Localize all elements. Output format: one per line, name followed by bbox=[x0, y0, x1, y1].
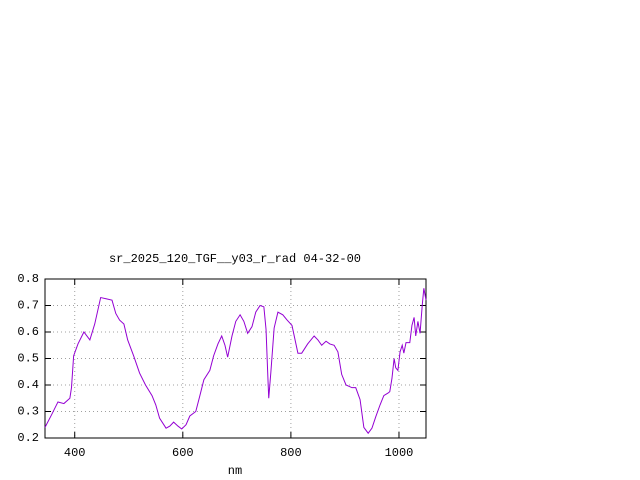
x-tick-label: 800 bbox=[280, 446, 302, 460]
y-tick-label: 0.5 bbox=[17, 352, 39, 366]
plot-frame bbox=[44, 278, 427, 439]
y-tick-label: 0.8 bbox=[17, 272, 39, 286]
x-tick-label: 400 bbox=[64, 446, 86, 460]
data-line bbox=[44, 288, 427, 435]
y-tick-label: 0.2 bbox=[17, 431, 39, 445]
x-axis-label: nm bbox=[228, 464, 242, 478]
chart-title: sr_2025_120_TGF__y03_r_rad 04-32-00 bbox=[109, 252, 361, 266]
y-tick-label: 0.3 bbox=[17, 405, 39, 419]
y-tick-label: 0.4 bbox=[17, 378, 39, 392]
y-tick-label: 0.6 bbox=[17, 325, 39, 339]
x-tick-label: 1000 bbox=[385, 446, 414, 460]
y-tick-label: 0.7 bbox=[17, 299, 39, 313]
x-tick-label: 600 bbox=[172, 446, 194, 460]
